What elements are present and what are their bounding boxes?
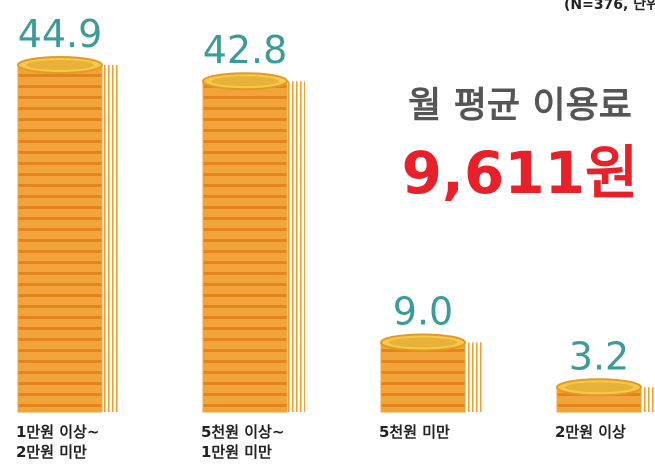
note: (N=376, 단위 — [564, 0, 655, 14]
chart: 44.9 42.8 9.0 3.2 (N=376, 단위 월 평균 이용료 9,611… — [0, 0, 655, 473]
value-label: 44.9 — [18, 12, 103, 56]
category-label: 5천원 이상~ 1만원 미만 — [201, 422, 341, 462]
value-label: 9.0 — [393, 289, 453, 333]
value-label: 3.2 — [569, 334, 629, 378]
plot: 44.9 42.8 9.0 3.2 — [0, 0, 655, 473]
coin-top-inner — [211, 76, 279, 86]
category-label: 5천원 미만 — [379, 422, 519, 442]
value-label: 42.8 — [203, 28, 288, 72]
coin-top-inner — [565, 382, 633, 392]
bar — [18, 65, 102, 412]
annotation-value: 9,611원 — [385, 126, 655, 210]
coin-top-inner — [389, 337, 457, 347]
bar — [381, 342, 465, 412]
category-label: 2만원 이상 — [555, 422, 655, 442]
category-label: 1만원 이상~ 2만원 미만 — [16, 422, 156, 462]
annotation-title: 월 평균 이용료 — [385, 76, 655, 128]
coin-top-inner — [26, 60, 94, 70]
bar — [203, 81, 287, 412]
